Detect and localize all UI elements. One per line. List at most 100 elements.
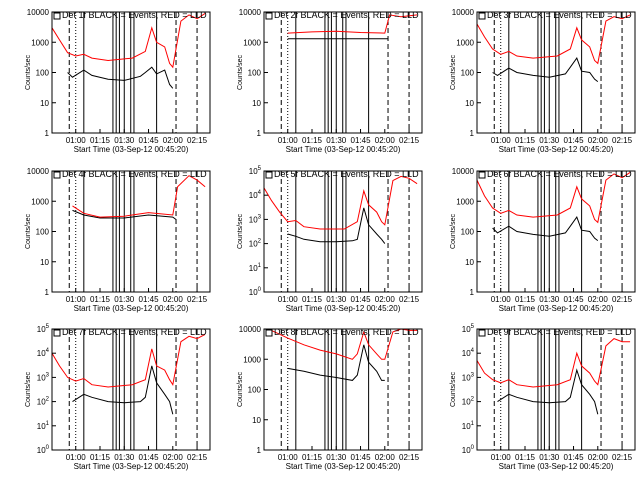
x-tick-label: 02:15 xyxy=(399,136,420,145)
y-tick-label: 104 xyxy=(37,348,50,358)
detector-panel: Det 6f BLACK = Events, RED = LLD 1 10 100 10… xyxy=(450,167,636,313)
y-tick-label: 10000 xyxy=(239,8,262,17)
y-tick-label: 102 xyxy=(249,239,262,249)
x-tick-label: 02:00 xyxy=(375,453,396,462)
x-tick-label: 01:15 xyxy=(515,136,536,145)
series-line-lld xyxy=(51,333,206,388)
open-square-icon xyxy=(53,329,61,337)
x-tick-label: 01:30 xyxy=(539,453,560,462)
x-tick-label: 01:30 xyxy=(539,136,560,145)
x-tick-label: 01:45 xyxy=(139,295,160,304)
panel-title: Det 4f BLACK = Events, RED = LLD xyxy=(62,169,207,179)
y-tick-label: 1 xyxy=(257,129,262,138)
x-tick-label: 01:00 xyxy=(278,295,299,304)
y-tick-label: 10 xyxy=(465,258,474,267)
y-tick-label: 100 xyxy=(36,69,50,78)
x-tick-label: 01:45 xyxy=(351,295,372,304)
y-tick-label: 10 xyxy=(465,99,474,108)
detector-panel: Det 2f BLACK = Events, RED = LLD 1 10 100 10… xyxy=(237,8,423,154)
y-tick-label: 1 xyxy=(45,288,50,297)
y-tick-label: 102 xyxy=(462,397,475,407)
open-square-icon xyxy=(478,12,486,20)
y-tick-label: 105 xyxy=(462,324,475,334)
y-axis-label: Counts/sec xyxy=(25,54,32,90)
x-tick-label: 01:15 xyxy=(515,295,536,304)
series-line-events xyxy=(67,66,174,89)
x-tick-label: 02:00 xyxy=(588,295,609,304)
y-tick-label: 10000 xyxy=(452,8,475,17)
x-tick-label: 01:00 xyxy=(278,453,299,462)
x-tick-label: 02:15 xyxy=(187,453,208,462)
x-tick-label: 01:45 xyxy=(139,453,160,462)
open-square-icon xyxy=(478,171,486,179)
series-line-events xyxy=(72,209,177,220)
series-line-lld xyxy=(271,328,418,360)
x-tick-label: 01:30 xyxy=(326,295,347,304)
x-tick-label: 01:15 xyxy=(90,136,111,145)
detector-panel: Det 4f BLACK = Events, RED = LLD 1 10 100 10… xyxy=(25,167,211,313)
x-tick-label: 01:45 xyxy=(564,136,585,145)
y-tick-label: 104 xyxy=(462,348,475,358)
panel-title: Det 2f BLACK = Events, RED = LLD xyxy=(274,10,419,20)
x-tick-label: 02:00 xyxy=(163,295,184,304)
y-tick-label: 100 xyxy=(37,445,50,455)
y-tick-label: 100 xyxy=(248,69,262,78)
x-axis-label: Start Time (03-Sep-12 00:45:20) xyxy=(74,304,189,313)
plot-frame xyxy=(51,328,211,451)
x-tick-label: 02:15 xyxy=(612,136,633,145)
x-tick-label: 02:15 xyxy=(399,295,420,304)
x-axis-label: Start Time (03-Sep-12 00:45:20) xyxy=(74,462,189,471)
detector-panel: Det 8f BLACK = Events, RED = LLD 1 10 100 10… xyxy=(237,325,423,471)
x-tick-label: 02:15 xyxy=(187,136,208,145)
y-tick-label: 10000 xyxy=(27,8,50,17)
y-tick-label: 10 xyxy=(40,258,49,267)
y-tick-label: 10 xyxy=(252,416,261,425)
y-tick-label: 1000 xyxy=(31,197,49,206)
y-tick-label: 101 xyxy=(249,263,262,273)
x-tick-label: 01:30 xyxy=(114,295,135,304)
y-axis-label: Counts/sec xyxy=(237,371,244,407)
x-tick-label: 01:30 xyxy=(326,453,347,462)
detector-panel: Det 7f BLACK = Events, RED = LLD 100 101 10… xyxy=(25,324,211,471)
series-line-events xyxy=(492,57,599,82)
y-tick-label: 100 xyxy=(462,445,475,455)
series-line-lld xyxy=(263,175,418,230)
panel-title: Det 5f BLACK = Events, RED = LLD xyxy=(274,169,419,179)
y-axis-label: Counts/sec xyxy=(237,213,244,249)
y-axis-label: Counts/sec xyxy=(25,371,32,407)
x-tick-label: 01:45 xyxy=(564,453,585,462)
x-tick-label: 02:00 xyxy=(375,136,396,145)
x-axis-label: Start Time (03-Sep-12 00:45:20) xyxy=(286,462,401,471)
x-tick-label: 02:00 xyxy=(588,453,609,462)
y-axis-label: Counts/sec xyxy=(450,54,457,90)
y-axis-label: Counts/sec xyxy=(237,54,244,90)
series-line-events xyxy=(497,368,599,415)
y-tick-label: 103 xyxy=(249,214,262,224)
x-axis-label: Start Time (03-Sep-12 00:45:20) xyxy=(286,304,401,313)
x-tick-label: 02:15 xyxy=(612,453,633,462)
series-line-events xyxy=(72,365,174,415)
panel-title: Det 6f BLACK = Events, RED = LLD xyxy=(487,169,632,179)
y-tick-label: 10000 xyxy=(27,167,50,176)
x-tick-label: 01:00 xyxy=(491,136,512,145)
x-axis-label: Start Time (03-Sep-12 00:45:20) xyxy=(499,304,614,313)
y-tick-label: 10 xyxy=(252,99,261,108)
series-line-lld xyxy=(476,14,631,65)
series-line-lld xyxy=(51,12,206,69)
open-square-icon xyxy=(53,12,61,20)
x-tick-label: 01:00 xyxy=(491,295,512,304)
y-tick-label: 10000 xyxy=(239,325,262,334)
open-square-icon xyxy=(478,329,486,337)
panel-title: Det 9f BLACK = Events, RED = LLD xyxy=(487,327,632,337)
detector-panel: Det 5f BLACK = Events, RED = LLD 100 101 10… xyxy=(237,166,423,313)
x-tick-label: 01:00 xyxy=(66,295,87,304)
x-tick-label: 01:45 xyxy=(351,453,372,462)
x-tick-label: 02:00 xyxy=(163,453,184,462)
series-line-lld xyxy=(287,14,418,34)
y-tick-label: 1 xyxy=(470,288,475,297)
panel-title: Det 8f BLACK = Events, RED = LLD xyxy=(274,327,419,337)
x-tick-label: 01:45 xyxy=(351,136,372,145)
y-tick-label: 1 xyxy=(45,129,50,138)
plot-frame xyxy=(263,170,423,293)
